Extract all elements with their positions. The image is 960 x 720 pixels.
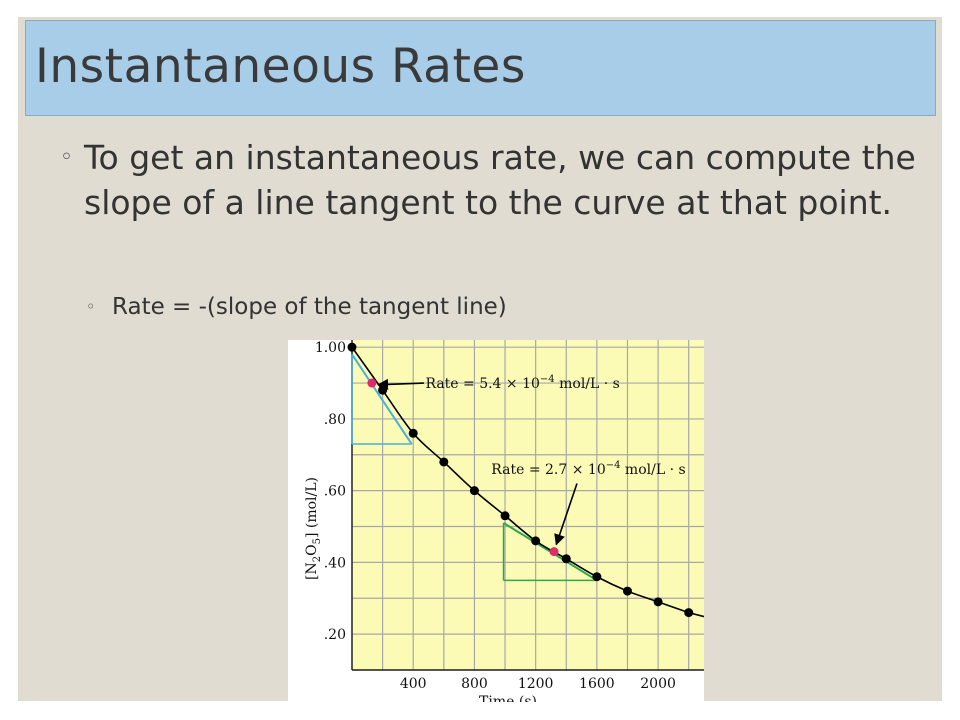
data-point	[592, 572, 602, 582]
data-point	[561, 554, 571, 564]
annotation-exponent: −4	[606, 460, 621, 471]
y-axis-label-part: O	[304, 544, 320, 555]
annotation-arrow	[554, 483, 578, 546]
x-tick-label: 1200	[518, 676, 554, 692]
data-point	[500, 511, 510, 521]
x-tick-label: 400	[400, 676, 427, 692]
y-tick-label: .60	[324, 484, 346, 500]
bullet-main: ◦ To get an instantaneous rate, we can c…	[56, 135, 916, 225]
annotation-label: Rate = 2.7 × 10−4 mol/L · s	[491, 460, 685, 478]
y-axis-label-part: [N	[304, 562, 320, 580]
y-axis-label-part: ] (mol/L)	[304, 477, 320, 538]
annotation-exponent: −4	[540, 374, 555, 385]
y-axis-label-part: 5	[312, 538, 323, 544]
y-tick-label: 1.00	[315, 340, 346, 356]
highlight-point	[549, 547, 559, 557]
y-axis-label-part: 2	[312, 556, 323, 562]
data-point	[684, 608, 694, 618]
bullet-sub: ◦ Rate = -(slope of the tangent line)	[86, 291, 866, 323]
annotation-rate: Rate = 2.7 × 10	[491, 462, 605, 478]
x-tick-label: 1600	[579, 676, 615, 692]
data-point	[378, 385, 388, 395]
highlight-point	[367, 378, 377, 388]
annotation-arrow	[376, 378, 424, 391]
concentration-time-chart: 400 800 1200 1600 2000 1.00 .80 .60 .40 .20 Time (…	[304, 340, 705, 710]
data-point	[347, 342, 357, 352]
x-tick-label: 800	[461, 676, 488, 692]
slide-title: Instantaneous Rates	[35, 39, 526, 94]
data-point	[408, 428, 418, 438]
y-tick-label: .80	[324, 412, 346, 428]
annotation-label: Rate = 5.4 × 10−4 mol/L · s	[425, 374, 619, 392]
x-axis-label: Time (s)	[479, 694, 537, 702]
data-point	[469, 486, 479, 496]
y-tick-label: .20	[324, 627, 346, 643]
chart-container: 400 800 1200 1600 2000 1.00 .80 .60 .40 .20 Time (…	[288, 340, 705, 710]
data-point	[439, 457, 449, 467]
bullet-marker: ◦	[60, 145, 73, 170]
slide: Instantaneous Rates ◦ To get an instanta…	[18, 17, 942, 710]
data-point	[622, 586, 632, 596]
tangent-line	[351, 353, 413, 445]
bullet-sub-text: Rate = -(slope of the tangent line)	[112, 294, 507, 320]
y-axis-label: [N2O5] (mol/L)	[304, 477, 323, 580]
x-tick-label: 2000	[640, 676, 676, 692]
annotation-unit: mol/L · s	[620, 462, 685, 478]
data-point	[653, 597, 663, 607]
title-bar: Instantaneous Rates	[25, 20, 936, 116]
annotation-rate: Rate = 5.4 × 10	[425, 376, 539, 392]
bullet-main-text: To get an instantaneous rate, we can com…	[84, 138, 916, 222]
bullet-sub-marker: ◦	[86, 297, 96, 316]
data-point	[531, 536, 541, 546]
plot-background	[352, 340, 704, 670]
annotation-unit: mol/L · s	[555, 376, 620, 392]
y-tick-label: .40	[324, 555, 346, 571]
